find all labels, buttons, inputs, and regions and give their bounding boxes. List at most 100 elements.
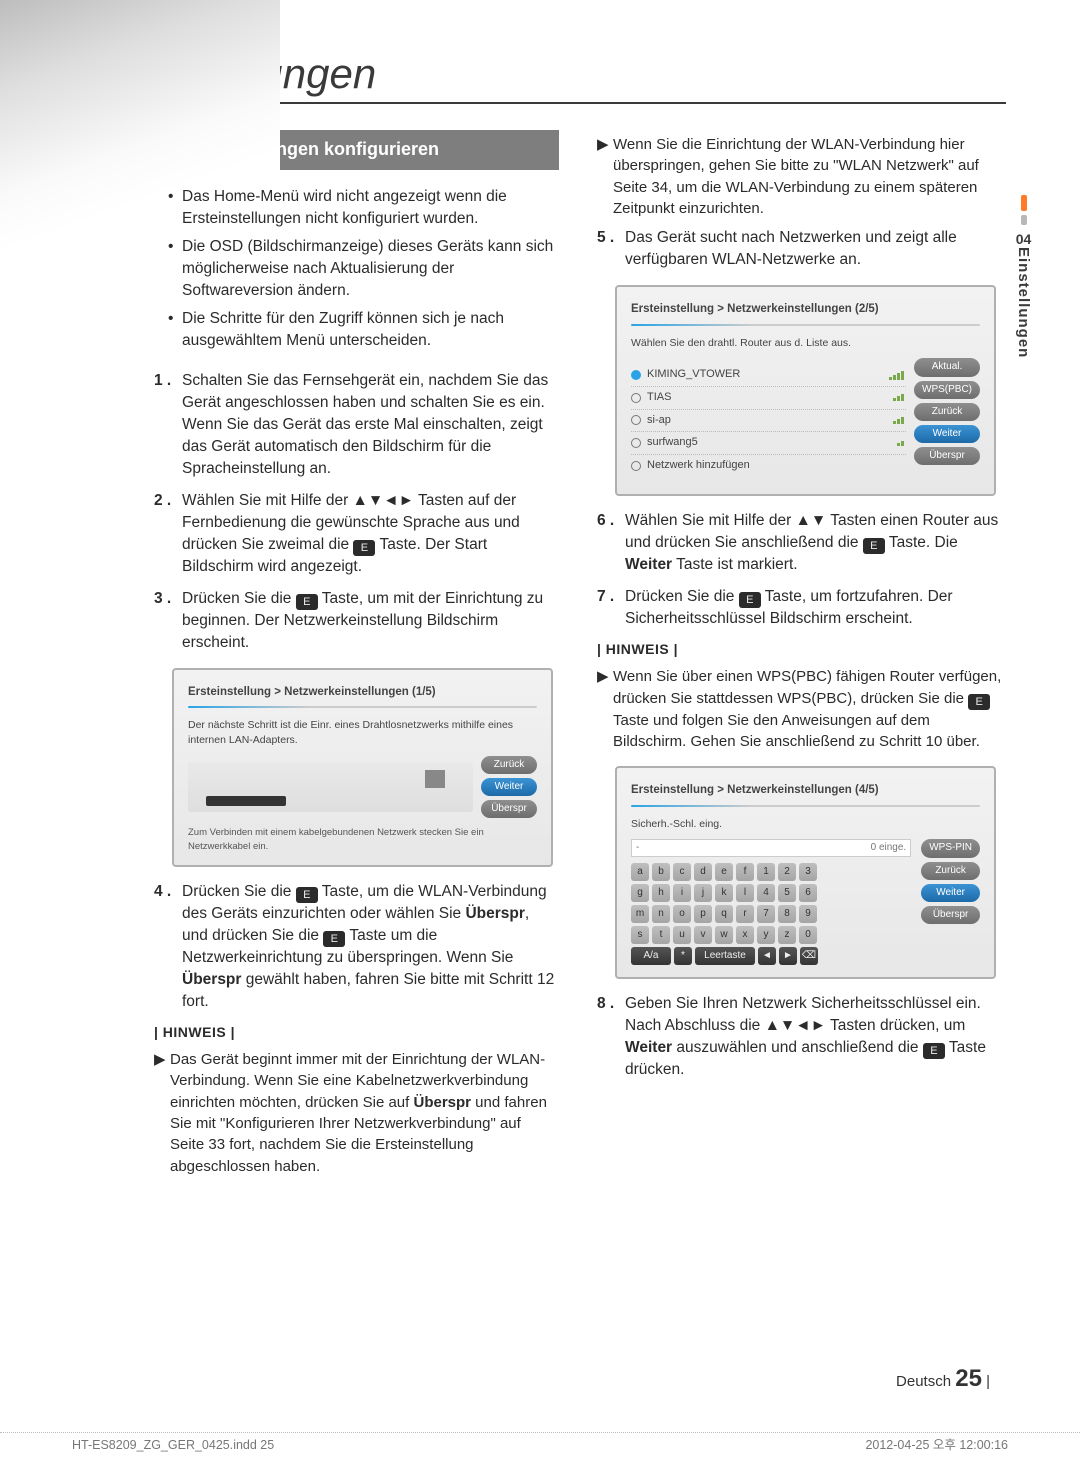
- t: Überspr: [465, 905, 524, 922]
- shot-btn[interactable]: Überspr: [914, 447, 980, 465]
- shot-btn[interactable]: Zurück: [481, 756, 537, 774]
- shot-desc: Wählen Sie den drahtl. Router aus d. Lis…: [631, 336, 980, 351]
- step-body: Drücken Sie die E Taste, um mit der Einr…: [182, 588, 559, 654]
- key[interactable]: 1: [757, 863, 775, 881]
- key[interactable]: c: [673, 863, 691, 881]
- left-column: Ersteinstellungen konfigurieren Das Home…: [154, 130, 559, 1185]
- key[interactable]: p: [694, 905, 712, 923]
- shot-illustration: [188, 762, 473, 812]
- key[interactable]: w: [715, 926, 733, 944]
- enter-icon: E: [863, 538, 885, 554]
- key[interactable]: o: [673, 905, 691, 923]
- imprint-left: HT-ES8209_ZG_GER_0425.indd 25: [72, 1439, 274, 1452]
- key[interactable]: 5: [778, 884, 796, 902]
- t: Überspr: [413, 1094, 471, 1111]
- shot-buttons: Zurück Weiter Überspr: [481, 756, 537, 819]
- key[interactable]: 2: [778, 863, 796, 881]
- step-body: Das Gerät sucht nach Netzwerken und zeig…: [625, 227, 1002, 271]
- key[interactable]: A/a: [631, 947, 671, 965]
- key[interactable]: 9: [799, 905, 817, 923]
- shot-foot: Zum Verbinden mit einem kabelgebundenen …: [188, 826, 537, 853]
- shot-btn[interactable]: WPS(PBC): [914, 381, 980, 399]
- shot-btn[interactable]: Zurück: [921, 862, 980, 880]
- key[interactable]: k: [715, 884, 733, 902]
- key[interactable]: i: [673, 884, 691, 902]
- step-body: Geben Sie Ihren Netzwerk Sicherheitsschl…: [625, 993, 1002, 1081]
- shot-desc: Der nächste Schritt ist die Einr. eines …: [188, 718, 537, 748]
- key[interactable]: s: [631, 926, 649, 944]
- enter-icon: E: [968, 694, 990, 710]
- network-list: KIMING_VTOWER TIAS si-ap surfwang5 Netzw…: [631, 364, 906, 476]
- step-num: 5 .: [597, 227, 625, 271]
- key[interactable]: 0: [799, 926, 817, 944]
- key[interactable]: e: [715, 863, 733, 881]
- enter-icon: E: [323, 931, 345, 947]
- right-column: ▶ Wenn Sie die Einrichtung der WLAN-Verb…: [597, 130, 1002, 1185]
- enter-icon: E: [923, 1043, 945, 1059]
- right-steps-cont: 6 . Wählen Sie mit Hilfe der ▲▼ Tasten e…: [597, 510, 1002, 630]
- key[interactable]: d: [694, 863, 712, 881]
- shot-btn[interactable]: Weiter: [921, 884, 980, 902]
- shot-btn[interactable]: Überspr: [921, 906, 980, 924]
- network-row[interactable]: KIMING_VTOWER: [631, 364, 906, 386]
- key[interactable]: l: [736, 884, 754, 902]
- shot-btn[interactable]: Aktual.: [914, 358, 980, 376]
- key[interactable]: h: [652, 884, 670, 902]
- key[interactable]: x: [736, 926, 754, 944]
- shot-btn[interactable]: Weiter: [914, 425, 980, 443]
- key[interactable]: v: [694, 926, 712, 944]
- triangle-icon: ▶: [154, 1049, 170, 1177]
- shot-btn[interactable]: Überspr: [481, 800, 537, 818]
- password-field[interactable]: -0 einge.: [631, 839, 911, 857]
- key[interactable]: z: [778, 926, 796, 944]
- network-row[interactable]: Netzwerk hinzufügen: [631, 454, 906, 477]
- enter-icon: E: [296, 887, 318, 903]
- intro-bullets: Das Home-Menü wird nicht angezeigt wenn …: [154, 186, 559, 352]
- shot-crumb: Ersteinstellung > Netzwerkeinstellungen …: [631, 301, 980, 317]
- shot-crumb: Ersteinstellung > Netzwerkeinstellungen …: [631, 782, 980, 798]
- page-title: Einstellungen: [124, 50, 1006, 104]
- key[interactable]: u: [673, 926, 691, 944]
- enter-icon: E: [739, 592, 761, 608]
- key[interactable]: y: [757, 926, 775, 944]
- key[interactable]: 3: [799, 863, 817, 881]
- screenshot-network-2-5: Ersteinstellung > Netzwerkeinstellungen …: [615, 285, 996, 496]
- network-row[interactable]: TIAS: [631, 386, 906, 409]
- shot-buttons: Aktual. WPS(PBC) Zurück Weiter Überspr: [914, 358, 980, 465]
- key[interactable]: ⌫: [800, 947, 818, 965]
- note-label: | HINWEIS |: [154, 1023, 559, 1043]
- key[interactable]: ►: [779, 947, 797, 965]
- network-row[interactable]: si-ap: [631, 409, 906, 432]
- shot-divider: [631, 324, 980, 326]
- step-num: 7 .: [597, 586, 625, 630]
- shot-buttons: WPS-PIN Zurück Weiter Überspr: [921, 839, 980, 924]
- key[interactable]: r: [736, 905, 754, 923]
- key[interactable]: m: [631, 905, 649, 923]
- shot-btn[interactable]: WPS-PIN: [921, 839, 980, 857]
- note-item: ▶ Wenn Sie die Einrichtung der WLAN-Verb…: [597, 134, 1002, 219]
- key[interactable]: 4: [757, 884, 775, 902]
- key[interactable]: q: [715, 905, 733, 923]
- step-num: 3 .: [154, 588, 182, 654]
- key[interactable]: t: [652, 926, 670, 944]
- key[interactable]: a: [631, 863, 649, 881]
- t: Weiter: [625, 556, 672, 573]
- shot-label: Sicherh.-Schl. eing.: [631, 817, 980, 832]
- key[interactable]: 6: [799, 884, 817, 902]
- key[interactable]: n: [652, 905, 670, 923]
- key[interactable]: Leertaste: [695, 947, 755, 965]
- step-body: Drücken Sie die E Taste, um fortzufahren…: [625, 586, 1002, 630]
- key[interactable]: f: [736, 863, 754, 881]
- key[interactable]: *: [674, 947, 692, 965]
- shot-btn[interactable]: Weiter: [481, 778, 537, 796]
- note-item: ▶ Das Gerät beginnt immer mit der Einric…: [154, 1049, 559, 1177]
- key[interactable]: ◄: [758, 947, 776, 965]
- network-row[interactable]: surfwang5: [631, 431, 906, 454]
- key[interactable]: j: [694, 884, 712, 902]
- key[interactable]: 8: [778, 905, 796, 923]
- key[interactable]: b: [652, 863, 670, 881]
- key[interactable]: 7: [757, 905, 775, 923]
- key[interactable]: g: [631, 884, 649, 902]
- shot-btn[interactable]: Zurück: [914, 403, 980, 421]
- side-tab-label: Einstellungen: [1015, 247, 1032, 358]
